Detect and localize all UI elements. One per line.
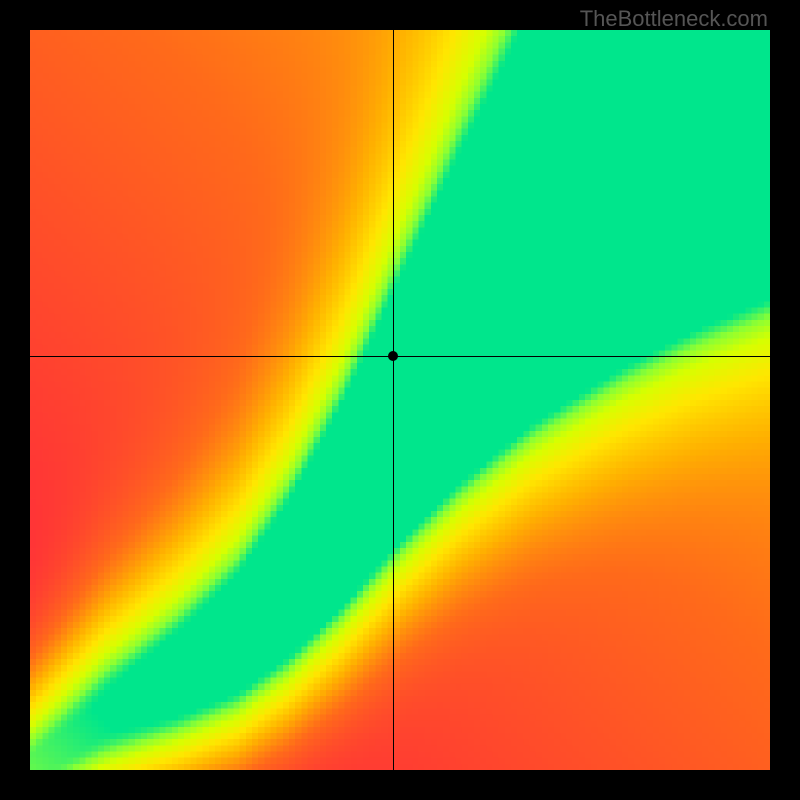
plot-area [30,30,770,770]
heatmap-canvas [30,30,770,770]
chart-container: TheBottleneck.com [0,0,800,800]
watermark-label: TheBottleneck.com [580,6,768,32]
